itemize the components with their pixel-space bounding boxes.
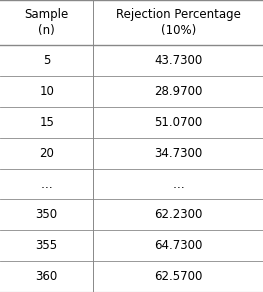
Text: Rejection Percentage
(10%): Rejection Percentage (10%) [116,8,241,37]
Text: …: … [41,178,53,191]
Text: Sample
(n): Sample (n) [24,8,69,37]
Text: 20: 20 [39,147,54,160]
Text: …: … [172,178,184,191]
Text: 51.0700: 51.0700 [154,116,202,129]
Text: 350: 350 [36,208,58,221]
Text: 10: 10 [39,85,54,98]
Text: 62.2300: 62.2300 [154,208,202,221]
Text: 5: 5 [43,54,50,67]
Text: 64.7300: 64.7300 [154,239,202,252]
Text: 355: 355 [36,239,58,252]
Text: 15: 15 [39,116,54,129]
Text: 62.5700: 62.5700 [154,270,202,283]
Text: 28.9700: 28.9700 [154,85,202,98]
Text: 43.7300: 43.7300 [154,54,202,67]
Text: 34.7300: 34.7300 [154,147,202,160]
Text: 360: 360 [36,270,58,283]
